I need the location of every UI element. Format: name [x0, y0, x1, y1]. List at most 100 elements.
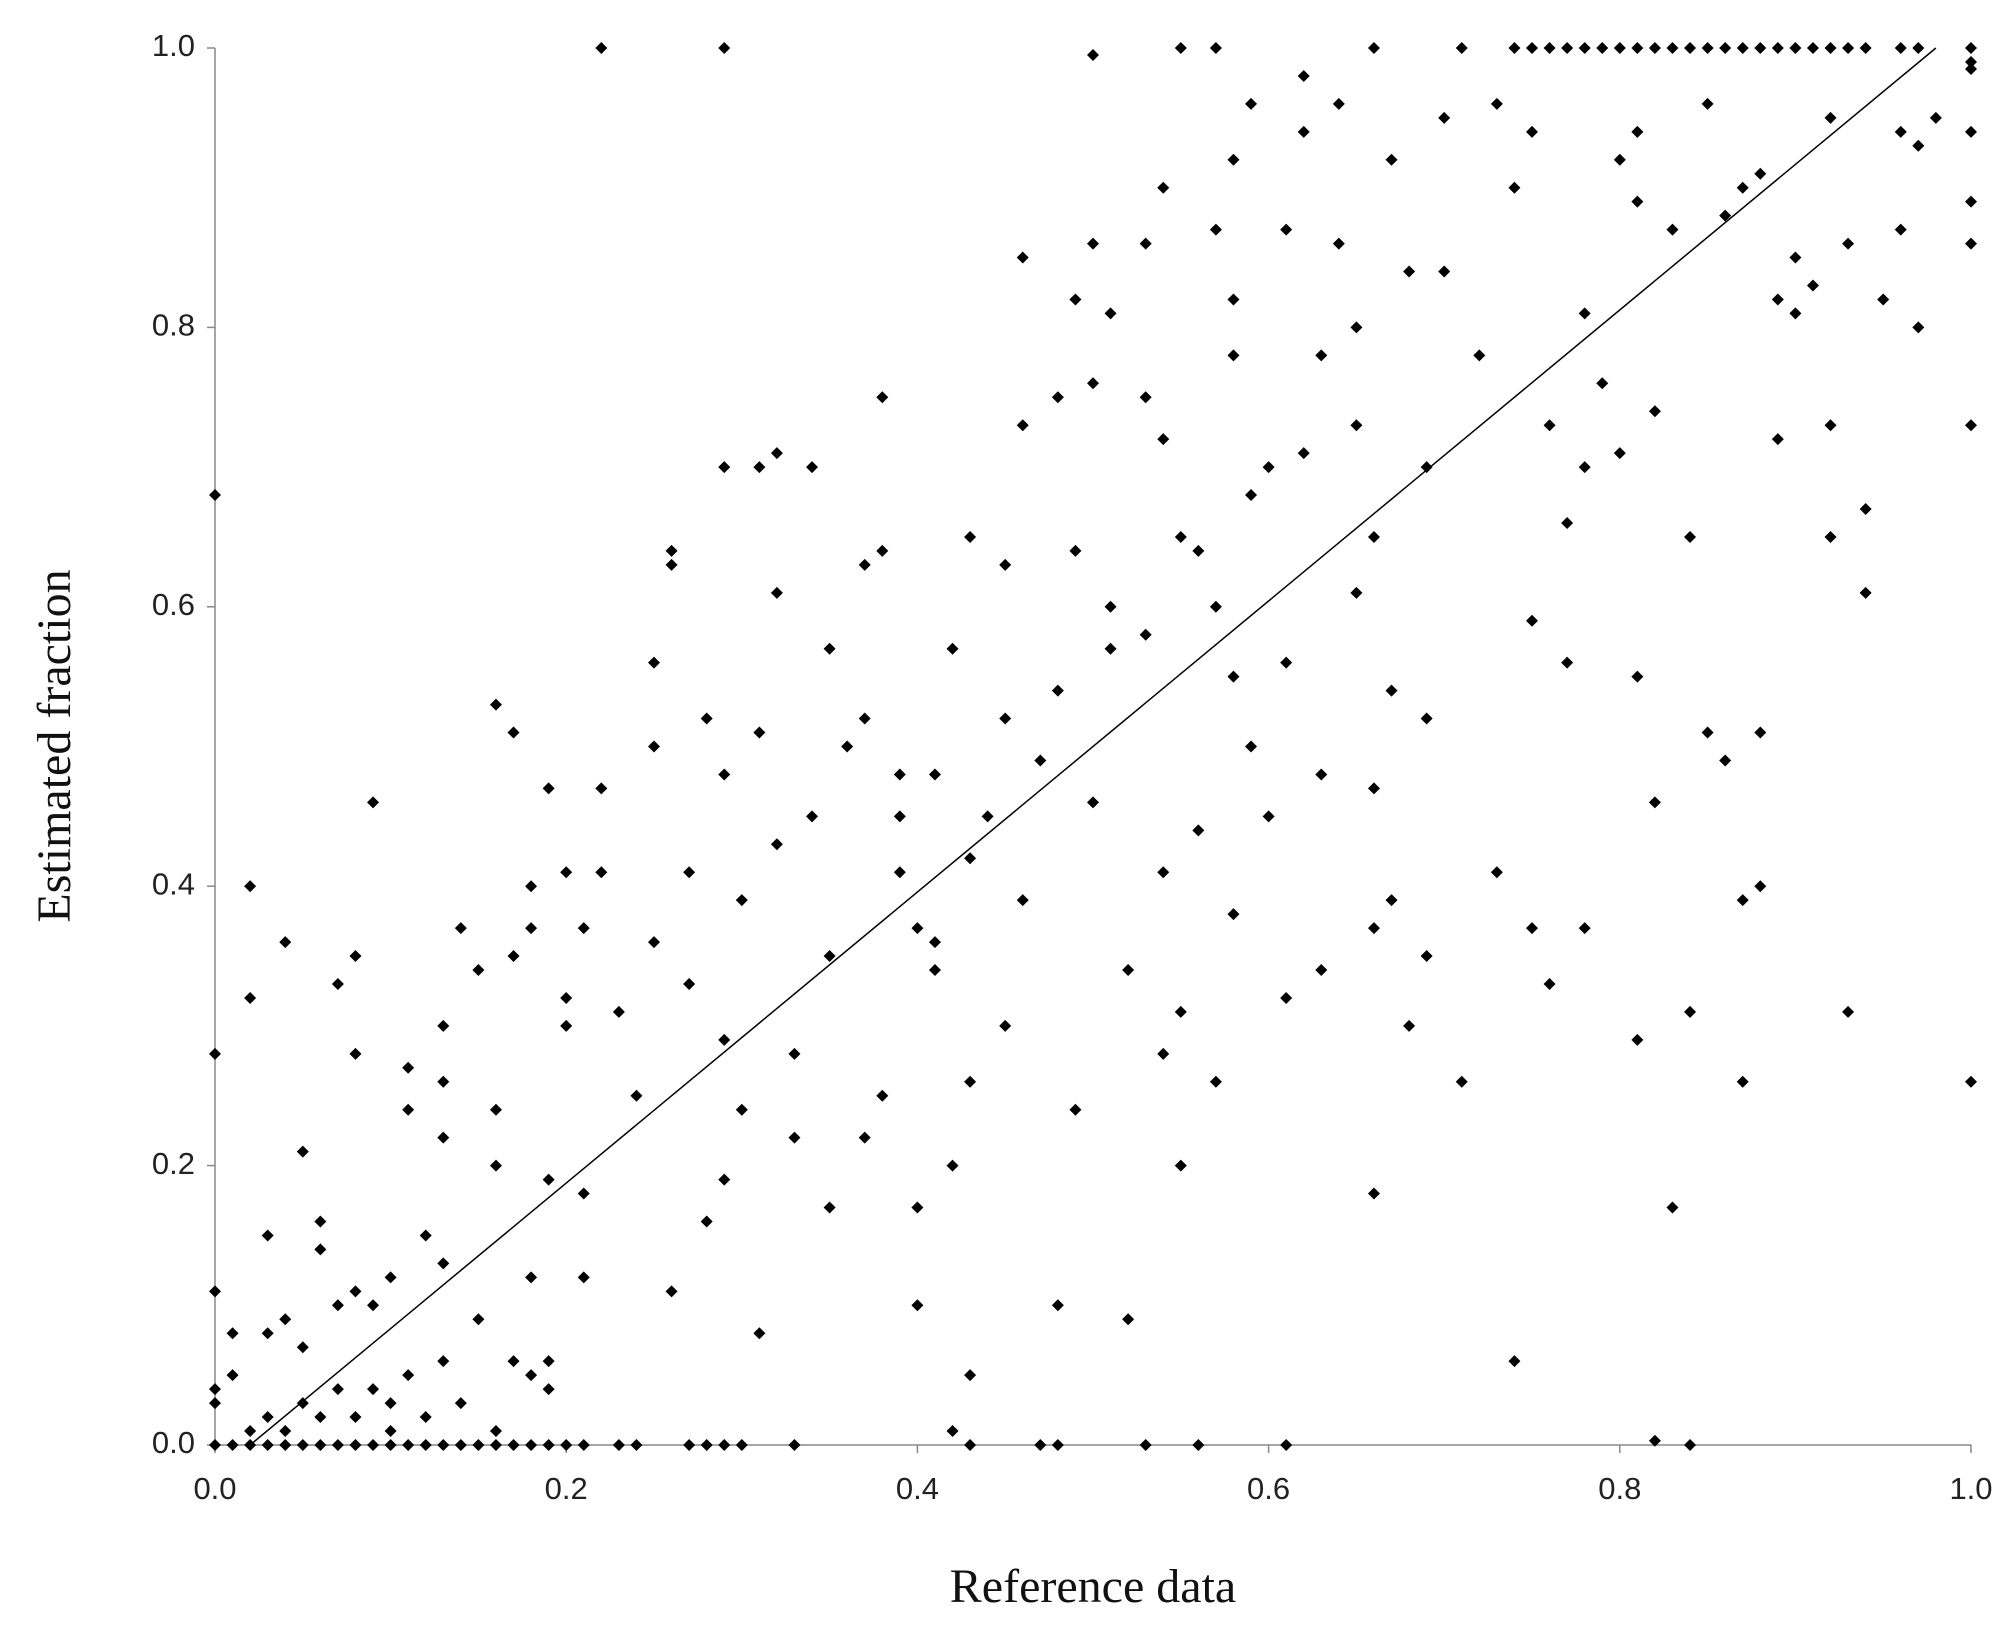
point	[1087, 48, 1099, 61]
point	[226, 1369, 239, 1382]
point	[1965, 195, 1977, 208]
point	[1262, 461, 1275, 474]
point	[525, 1271, 538, 1284]
point	[1192, 824, 1205, 837]
point	[700, 712, 713, 725]
y-tick-label: 0.2	[152, 1146, 195, 1181]
point	[489, 1103, 502, 1116]
point	[1561, 516, 1574, 529]
point	[823, 1201, 836, 1214]
point	[1034, 1439, 1047, 1451]
point	[718, 461, 731, 474]
point	[489, 698, 502, 711]
point	[1561, 42, 1574, 54]
point	[788, 1131, 801, 1144]
point	[296, 1145, 309, 1158]
point	[700, 1215, 713, 1228]
point	[560, 1439, 573, 1451]
point	[525, 922, 538, 935]
point	[454, 1397, 467, 1410]
point	[1596, 377, 1609, 390]
point	[841, 740, 854, 753]
point	[1016, 419, 1029, 432]
point	[806, 461, 819, 474]
point	[1578, 461, 1591, 474]
point	[1789, 251, 1802, 264]
y-tick-label: 0.4	[152, 866, 195, 901]
point	[244, 991, 257, 1004]
point	[542, 1355, 555, 1368]
point	[964, 1439, 977, 1451]
point	[296, 1397, 309, 1410]
point	[788, 1439, 801, 1451]
point	[1139, 628, 1152, 641]
point	[349, 1439, 362, 1451]
point	[1051, 1439, 1064, 1451]
point	[595, 782, 608, 795]
point	[1209, 1075, 1222, 1088]
point	[1069, 544, 1082, 557]
point	[1894, 223, 1907, 236]
point	[1455, 42, 1468, 54]
point	[665, 544, 678, 557]
point	[876, 391, 889, 404]
point	[1965, 1075, 1977, 1088]
point	[1578, 922, 1591, 935]
point	[314, 1439, 327, 1451]
point	[1104, 307, 1117, 320]
point	[525, 880, 538, 893]
point	[507, 1355, 520, 1368]
point	[964, 1075, 977, 1088]
point	[1297, 125, 1310, 138]
point	[1174, 1159, 1187, 1172]
point	[1842, 1005, 1855, 1018]
point	[261, 1411, 274, 1424]
point	[1280, 656, 1293, 669]
point	[472, 1439, 485, 1451]
point	[1842, 237, 1855, 250]
point	[1332, 237, 1345, 250]
point	[1385, 684, 1398, 697]
point	[1122, 1313, 1135, 1326]
point	[1438, 111, 1451, 124]
point	[1385, 894, 1398, 907]
point	[437, 1439, 450, 1451]
point	[384, 1425, 397, 1438]
point	[489, 1425, 502, 1438]
point	[454, 922, 467, 935]
point	[1631, 195, 1644, 208]
point	[1367, 1187, 1380, 1200]
point	[753, 461, 766, 474]
point	[472, 964, 485, 977]
point	[437, 1355, 450, 1368]
point	[1245, 740, 1258, 753]
point	[226, 1439, 239, 1451]
point	[718, 1033, 731, 1046]
point	[1245, 97, 1258, 110]
point	[753, 1327, 766, 1340]
point	[489, 1159, 502, 1172]
point	[1684, 1439, 1697, 1451]
point	[595, 42, 608, 54]
point	[665, 558, 678, 571]
point	[1666, 42, 1679, 54]
point	[1350, 321, 1363, 334]
point	[1526, 614, 1538, 627]
point	[349, 950, 362, 963]
point	[806, 810, 819, 823]
point	[718, 1173, 731, 1186]
point	[419, 1229, 432, 1242]
point	[964, 1369, 977, 1382]
point	[1859, 586, 1872, 599]
point	[1789, 42, 1802, 54]
point	[1526, 125, 1538, 138]
point	[472, 1313, 485, 1326]
point	[1859, 42, 1872, 54]
point	[1666, 223, 1679, 236]
point	[1684, 530, 1697, 543]
point	[1965, 55, 1977, 68]
point	[770, 586, 783, 599]
point	[367, 1383, 380, 1396]
point	[1473, 349, 1486, 362]
point	[1262, 810, 1275, 823]
